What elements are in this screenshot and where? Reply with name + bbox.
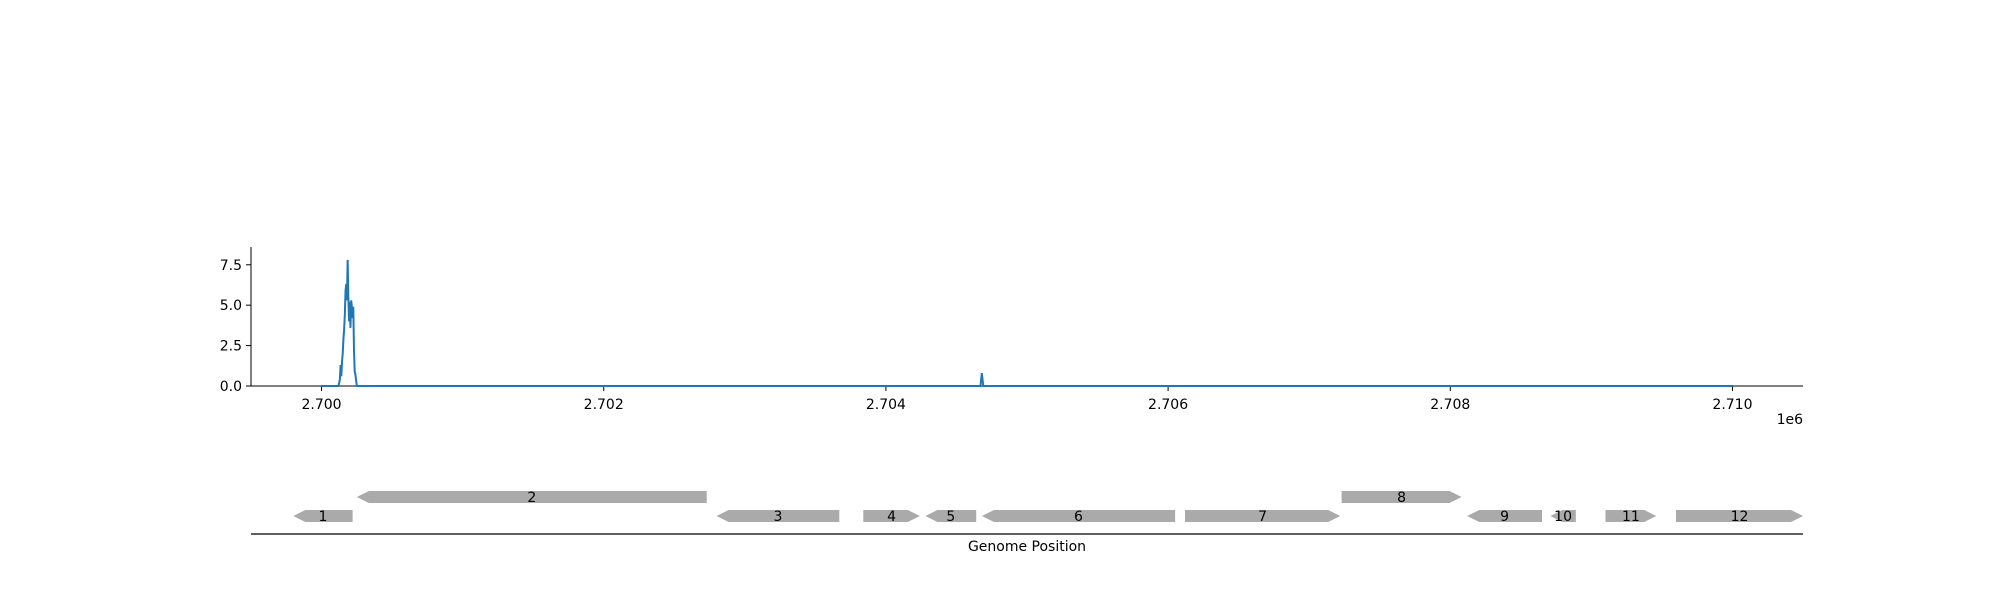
gene-arrow	[1341, 491, 1462, 503]
gene-label: 4	[887, 509, 896, 525]
gene-arrow	[1467, 510, 1542, 522]
x-tick-label: 2.704	[866, 397, 906, 413]
coverage-series-line	[321, 259, 1733, 387]
gene-label: 6	[1074, 509, 1083, 525]
y-ticks: 0.0 2.5 5.0 7.5	[220, 258, 251, 395]
gene-arrow	[1550, 510, 1576, 522]
gene-label: 12	[1731, 509, 1749, 525]
gene-label: 2	[527, 490, 536, 506]
gene-arrow	[981, 510, 1176, 522]
y-tick-label: 0.0	[220, 379, 242, 395]
gene-arrow	[293, 510, 353, 522]
gene-label: 8	[1397, 490, 1406, 506]
y-tick-label: 7.5	[220, 258, 242, 274]
coverage-plot: 0.02.55.07.5 2.700 2.702 2.704 2.706 2.708 2.…	[220, 247, 1803, 428]
x-tick-label: 2.710	[1712, 397, 1752, 413]
x-ticks: 2.700 2.702 2.704 2.706 2.708 2.710	[301, 386, 1753, 413]
y-tick-label: 5.0	[220, 298, 242, 314]
gene-label: 5	[946, 509, 955, 525]
x-offset-label: 1e6	[1777, 412, 1804, 428]
gene-arrow	[1605, 510, 1657, 522]
gene-arrow	[863, 510, 920, 522]
gene-label: 7	[1258, 509, 1267, 525]
y-tick-label: 2.5	[220, 339, 242, 355]
gene-label: 9	[1500, 509, 1509, 525]
gene-arrow	[1185, 510, 1341, 522]
gene-arrow	[1676, 510, 1803, 522]
x-tick-label: 2.706	[1148, 397, 1188, 413]
gene-arrow	[925, 510, 977, 522]
gene-label: 11	[1622, 509, 1640, 525]
x-tick-label: 2.700	[301, 397, 341, 413]
gene-map-xlabel: Genome Position	[968, 539, 1086, 555]
gene-label: 3	[774, 509, 783, 525]
gene-arrow	[356, 491, 707, 503]
gene-arrows: 123 4 5 6 789 10 11 12	[293, 490, 1803, 525]
x-tick-label: 2.708	[1430, 397, 1470, 413]
gene-map: 123 4 5 6 789 10 11 12 Genome Position	[251, 490, 1803, 555]
x-tick-label: 2.702	[584, 397, 624, 413]
gene-label: 10	[1554, 509, 1572, 525]
gene-arrow	[716, 510, 840, 522]
gene-label: 1	[319, 509, 328, 525]
